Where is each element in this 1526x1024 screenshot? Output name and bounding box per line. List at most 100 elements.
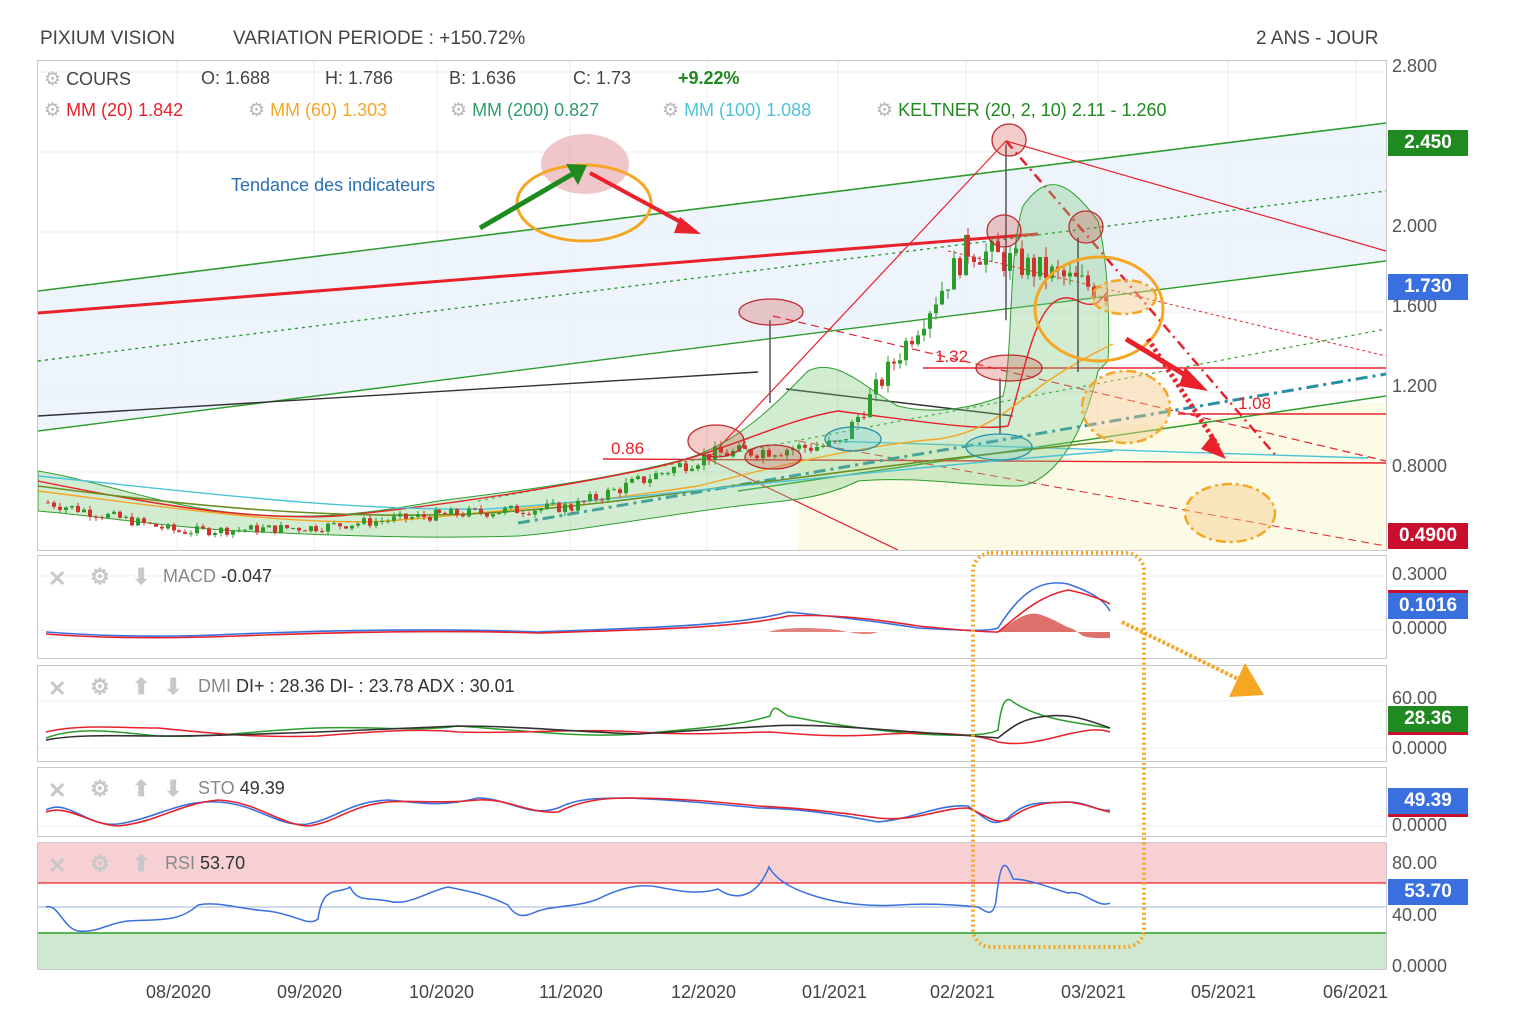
candle-body xyxy=(1044,256,1048,279)
arrow-up-icon[interactable]: ⬆ xyxy=(132,776,151,801)
gear-icon[interactable]: ⚙ xyxy=(450,100,468,121)
gear-icon[interactable]: ⚙ xyxy=(90,851,110,876)
mm100-line xyxy=(38,450,1114,510)
candle-body xyxy=(1098,297,1102,299)
mm100-legend: ⚙ MM (100) 1.088 xyxy=(662,99,811,122)
teal-flat-line xyxy=(827,440,1369,459)
candle-body xyxy=(497,512,501,515)
candle-body xyxy=(479,508,483,514)
candle-body xyxy=(743,445,747,450)
candle-body xyxy=(189,533,193,535)
candle-body xyxy=(94,516,98,518)
candle-body xyxy=(106,513,110,518)
candle-body xyxy=(570,509,574,511)
candle-body xyxy=(569,504,573,510)
candle-body xyxy=(368,518,372,526)
candle-body xyxy=(797,444,801,449)
rsi-tick: 40.00 xyxy=(1392,905,1438,925)
teal-ellipses xyxy=(824,426,1033,461)
candle-body xyxy=(660,473,664,475)
candle-body xyxy=(1020,248,1024,275)
arrow-down-icon[interactable]: ⬇ xyxy=(132,564,151,589)
arrow-up-icon[interactable]: ⬆ xyxy=(132,674,151,699)
trend-annotation: Tendance des indicateurs xyxy=(231,175,435,195)
x-tick: 09/2020 xyxy=(277,982,343,1002)
macd-label: MACD xyxy=(163,566,216,586)
channel-top xyxy=(38,122,1386,292)
yellow-zone xyxy=(798,401,1386,550)
candle-body xyxy=(473,508,477,510)
candle-body xyxy=(666,473,670,475)
arrow-down-icon[interactable]: ⬇ xyxy=(164,776,183,801)
candle-body xyxy=(100,517,104,519)
mm200-label: MM (200) xyxy=(472,100,550,120)
x-tick: 11/2020 xyxy=(539,982,603,1002)
channel-mid-dotted xyxy=(38,190,1386,362)
rsi-title: RSI 53.70 xyxy=(165,853,245,874)
candle-body xyxy=(434,509,438,521)
rsi-label: RSI xyxy=(165,853,196,873)
period-text[interactable]: 2 ANS - JOUR xyxy=(1256,28,1379,49)
x-tick: 01/2021 xyxy=(802,982,868,1002)
candle-body xyxy=(958,258,962,276)
close-icon[interactable]: ✕ xyxy=(48,566,67,591)
gear-icon[interactable]: ⚙ xyxy=(44,100,62,121)
candle-body xyxy=(521,513,525,515)
candle-body xyxy=(966,234,970,257)
candle-body xyxy=(76,505,80,513)
x-tick: 10/2020 xyxy=(409,982,475,1002)
x-tick: 06/2021 xyxy=(1323,982,1389,1002)
arrow-down-icon[interactable]: ⬇ xyxy=(164,674,183,699)
close-icon[interactable]: ✕ xyxy=(48,676,67,701)
candle-body xyxy=(952,258,956,290)
macd-title: MACD -0.047 xyxy=(163,566,272,587)
price-last-badge: 1.730 xyxy=(1388,274,1468,300)
gear-icon[interactable]: ⚙ xyxy=(90,564,110,589)
candle-body xyxy=(594,494,598,500)
gear-icon[interactable]: ⚙ xyxy=(90,674,110,699)
keltner-legend: ⚙ KELTNER (20, 2, 10) 2.11 - 1.260 xyxy=(876,99,1167,122)
candle-body xyxy=(827,440,831,446)
dmi-tick: 60.00 xyxy=(1392,688,1438,708)
pitchfork-dashed-3 xyxy=(797,440,1386,547)
rsi-overbought-zone xyxy=(38,843,1386,883)
red-trend-line xyxy=(38,232,1039,315)
dmi-tick: 0.0000 xyxy=(1392,738,1448,758)
arrow-up-icon[interactable]: ⬆ xyxy=(132,851,151,876)
gear-icon[interactable]: ⚙ xyxy=(90,776,110,801)
candle-body xyxy=(237,529,241,531)
candle-body xyxy=(309,526,313,532)
gear-icon[interactable]: ⚙ xyxy=(876,100,894,121)
gear-icon[interactable]: ⚙ xyxy=(44,69,62,90)
candle-body xyxy=(461,514,465,517)
close-icon[interactable]: ✕ xyxy=(48,853,67,878)
candle-body xyxy=(990,241,994,252)
candle-body xyxy=(904,340,908,361)
red-dotted-arrow xyxy=(1145,337,1226,459)
candle-body xyxy=(112,511,116,514)
change-value: +9.22% xyxy=(678,68,740,88)
macd-line xyxy=(45,582,1111,637)
candle-body xyxy=(297,528,301,531)
gear-icon[interactable]: ⚙ xyxy=(248,100,266,121)
candle-body xyxy=(386,520,390,522)
close-icon[interactable]: ✕ xyxy=(48,778,67,803)
candle-body xyxy=(642,476,646,483)
candle-body xyxy=(243,529,247,531)
candle-body xyxy=(428,516,432,521)
candle-body xyxy=(690,468,694,472)
candle-body xyxy=(821,445,825,447)
candle-body xyxy=(749,449,753,456)
candle-body xyxy=(1062,270,1066,277)
candle-body xyxy=(582,500,586,502)
candle-body xyxy=(314,526,318,532)
sto-value: 49.39 xyxy=(239,778,285,798)
candle-body xyxy=(672,467,676,474)
candle-body xyxy=(1002,252,1006,271)
candle-body xyxy=(737,445,741,451)
candle-body xyxy=(338,523,342,527)
rsi-tick: 80.00 xyxy=(1392,853,1438,873)
mm60-label: MM (60) xyxy=(270,100,338,120)
candle-body xyxy=(124,516,128,518)
gear-icon[interactable]: ⚙ xyxy=(662,100,680,121)
